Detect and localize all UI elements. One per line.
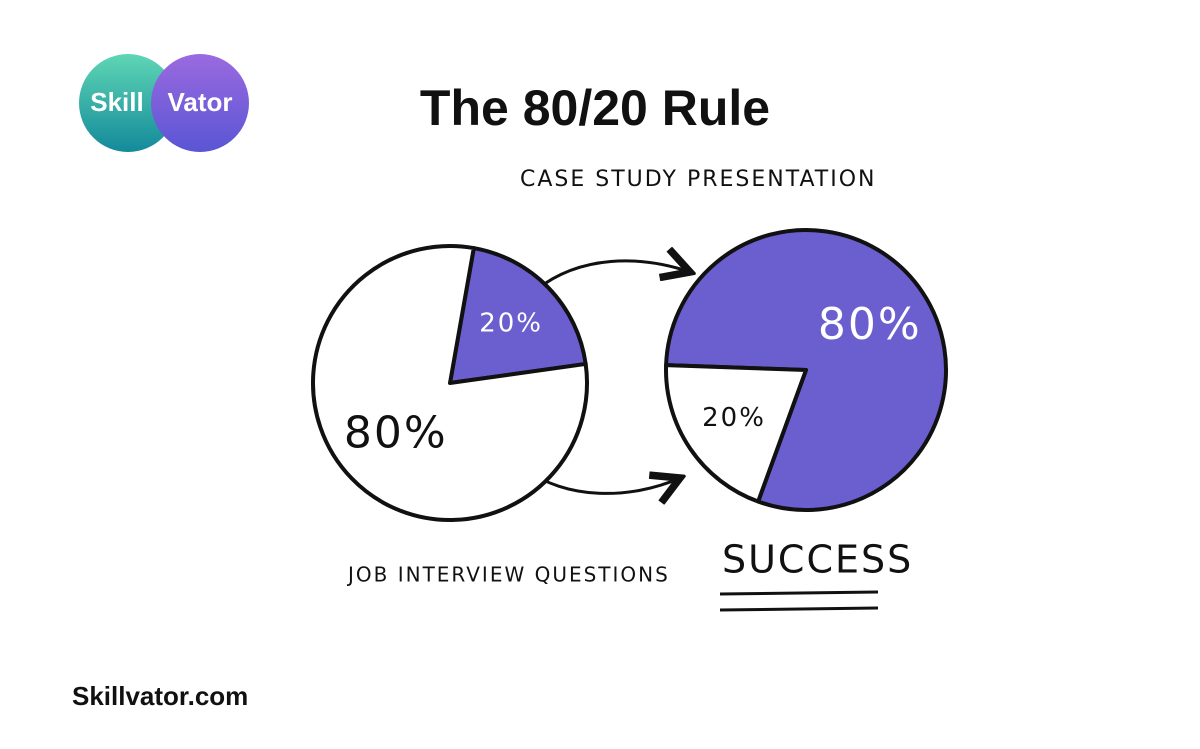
slice-label: 20% [479, 308, 543, 338]
slice-label: 80% [818, 299, 922, 350]
footer: Skillvator.com [72, 681, 248, 711]
logo-text: Skill [90, 87, 143, 117]
logo-text: Vator [167, 87, 232, 117]
underline [719, 590, 879, 596]
pie-slice [448, 246, 588, 385]
annotation: CASE STUDY PRESENTATION [520, 167, 877, 192]
pie-slice [311, 244, 589, 522]
slice-label: 80% [344, 407, 448, 458]
pie-slice [664, 228, 948, 512]
annotation: JOB INTERVIEW QUESTIONS [346, 563, 670, 587]
title: The 80/20 Rule [420, 80, 770, 136]
arrow [535, 261, 690, 292]
underline [719, 606, 879, 612]
slice-label: 20% [702, 403, 766, 433]
annotation: SUCCESS [722, 538, 913, 582]
pie-slice [664, 363, 808, 504]
logo-circle [151, 54, 249, 152]
logo-circle [79, 54, 177, 152]
